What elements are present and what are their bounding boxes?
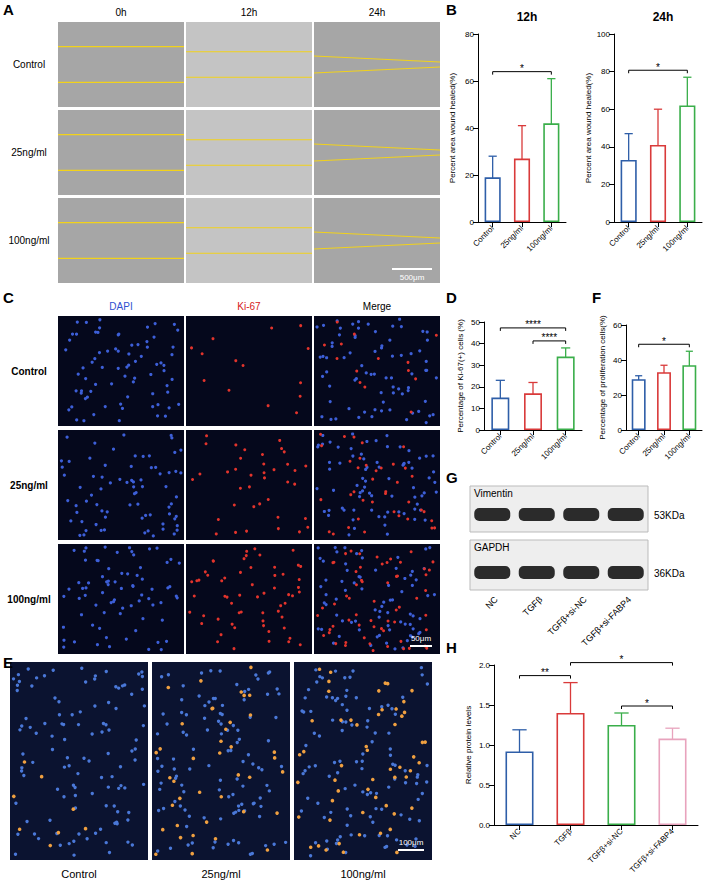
svg-text:Control: Control bbox=[13, 59, 45, 70]
svg-text:Control: Control bbox=[471, 224, 496, 249]
svg-text:25ng/ml: 25ng/ml bbox=[201, 868, 240, 880]
svg-text:100ng/ml: 100ng/ml bbox=[7, 594, 51, 605]
svg-text:40: 40 bbox=[465, 124, 474, 133]
svg-text:60: 60 bbox=[465, 77, 474, 86]
svg-text:*: * bbox=[620, 654, 624, 665]
svg-text:40: 40 bbox=[601, 142, 610, 151]
svg-text:E: E bbox=[3, 654, 13, 671]
svg-text:50: 50 bbox=[471, 318, 480, 327]
svg-text:Control: Control bbox=[11, 366, 47, 377]
svg-text:TGFβ: TGFβ bbox=[553, 827, 574, 848]
svg-text:0: 0 bbox=[606, 218, 611, 227]
svg-text:A: A bbox=[3, 1, 14, 18]
svg-text:D: D bbox=[446, 289, 457, 306]
svg-text:100ng/ml: 100ng/ml bbox=[340, 868, 385, 880]
svg-text:60: 60 bbox=[613, 321, 622, 330]
svg-text:Control: Control bbox=[617, 432, 642, 457]
svg-text:DAPI: DAPI bbox=[109, 301, 132, 312]
svg-text:12h: 12h bbox=[517, 10, 538, 24]
svg-text:0: 0 bbox=[618, 426, 623, 435]
svg-text:80: 80 bbox=[601, 67, 610, 76]
svg-text:25ng/ml: 25ng/ml bbox=[510, 432, 537, 459]
svg-text:0: 0 bbox=[476, 426, 481, 435]
svg-text:100ng/ml: 100ng/ml bbox=[8, 235, 49, 246]
svg-text:Control: Control bbox=[607, 224, 632, 249]
svg-text:100ng/ml: 100ng/ml bbox=[661, 224, 691, 254]
svg-text:Merge: Merge bbox=[363, 301, 392, 312]
svg-text:Percentage of Ki-67(+) cells (: Percentage of Ki-67(+) cells (%) bbox=[456, 319, 465, 433]
svg-text:30: 30 bbox=[471, 361, 480, 370]
svg-text:0.0: 0.0 bbox=[479, 821, 491, 830]
svg-text:*: * bbox=[645, 698, 649, 709]
svg-text:25ng/ml: 25ng/ml bbox=[11, 147, 47, 158]
svg-text:Percent area wound healed(%): Percent area wound healed(%) bbox=[584, 73, 593, 184]
svg-text:50μm: 50μm bbox=[411, 634, 432, 643]
svg-text:100ng/ml: 100ng/ml bbox=[539, 432, 569, 462]
svg-text:2.0: 2.0 bbox=[479, 661, 491, 670]
svg-text:10: 10 bbox=[471, 404, 480, 413]
svg-text:40: 40 bbox=[613, 356, 622, 365]
svg-text:*: * bbox=[662, 336, 666, 347]
svg-text:100ng/ml: 100ng/ml bbox=[525, 224, 555, 254]
svg-text:TGFβ: TGFβ bbox=[521, 594, 544, 617]
svg-text:25ng/ml: 25ng/ml bbox=[635, 224, 662, 251]
svg-text:Percent area wound healed(%): Percent area wound healed(%) bbox=[448, 73, 457, 184]
svg-text:500μm: 500μm bbox=[400, 273, 425, 282]
svg-text:100: 100 bbox=[597, 30, 611, 39]
svg-text:12h: 12h bbox=[241, 7, 258, 18]
svg-text:40: 40 bbox=[471, 339, 480, 348]
svg-text:20: 20 bbox=[471, 382, 480, 391]
svg-text:25ng/ml: 25ng/ml bbox=[499, 224, 526, 251]
svg-text:****: **** bbox=[525, 319, 541, 330]
svg-text:24h: 24h bbox=[653, 10, 674, 24]
svg-text:Percentage of proliferation ce: Percentage of proliferation cells(%) bbox=[598, 315, 607, 440]
svg-text:100ng/ml: 100ng/ml bbox=[663, 432, 693, 462]
svg-text:NC: NC bbox=[508, 827, 523, 842]
svg-text:1.5: 1.5 bbox=[479, 701, 491, 710]
svg-text:20: 20 bbox=[465, 171, 474, 180]
svg-text:*: * bbox=[656, 62, 660, 73]
svg-text:GAPDH: GAPDH bbox=[474, 542, 510, 553]
svg-text:TGFβ+si-FABP4: TGFβ+si-FABP4 bbox=[628, 826, 676, 874]
svg-text:24h: 24h bbox=[369, 7, 386, 18]
svg-text:B: B bbox=[446, 1, 457, 18]
svg-text:Control: Control bbox=[479, 432, 504, 457]
svg-text:Ki-67: Ki-67 bbox=[237, 301, 261, 312]
svg-text:****: **** bbox=[542, 332, 558, 343]
svg-text:C: C bbox=[3, 289, 14, 306]
svg-text:TGFβ+si-NC: TGFβ+si-NC bbox=[586, 827, 624, 865]
svg-text:100μm: 100μm bbox=[399, 838, 424, 847]
svg-text:60: 60 bbox=[601, 105, 610, 114]
svg-text:0.5: 0.5 bbox=[479, 781, 491, 790]
svg-text:36KDa: 36KDa bbox=[654, 568, 685, 579]
svg-text:20: 20 bbox=[613, 391, 622, 400]
svg-text:1.0: 1.0 bbox=[479, 741, 491, 750]
svg-text:G: G bbox=[446, 469, 458, 486]
svg-text:**: ** bbox=[541, 667, 549, 678]
svg-text:25ng/ml: 25ng/ml bbox=[10, 480, 48, 491]
svg-text:TGFβ+si-FABP4: TGFβ+si-FABP4 bbox=[580, 594, 634, 648]
svg-text:Control: Control bbox=[61, 868, 96, 880]
svg-text:TGFβ+si-NC: TGFβ+si-NC bbox=[546, 594, 589, 637]
svg-text:F: F bbox=[592, 289, 601, 306]
svg-text:Relative protein levels: Relative protein levels bbox=[464, 706, 473, 784]
svg-text:Vimentin: Vimentin bbox=[474, 488, 513, 499]
svg-text:20: 20 bbox=[601, 180, 610, 189]
svg-text:80: 80 bbox=[465, 30, 474, 39]
svg-text:25ng/ml: 25ng/ml bbox=[640, 431, 668, 459]
svg-text:0h: 0h bbox=[115, 7, 126, 18]
svg-text:H: H bbox=[446, 639, 457, 656]
svg-text:NC: NC bbox=[484, 594, 501, 611]
svg-text:53KDa: 53KDa bbox=[654, 510, 685, 521]
svg-text:*: * bbox=[520, 63, 524, 74]
svg-text:0: 0 bbox=[470, 218, 475, 227]
